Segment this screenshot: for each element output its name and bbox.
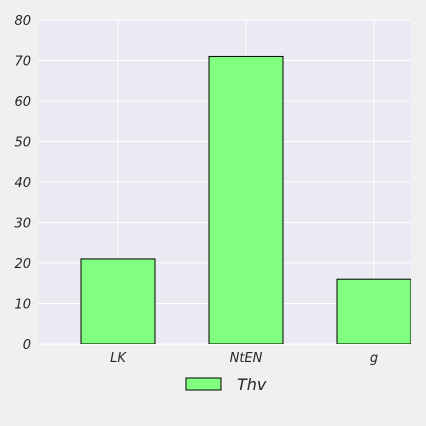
y-tick-label: 10 [14, 298, 31, 313]
y-tick-label: 30 [14, 217, 31, 232]
x-tick-label: g [370, 351, 378, 366]
x-axis-ticks: LK NtEN g [110, 351, 378, 366]
legend-label: Thv [237, 375, 267, 394]
legend: Thv [185, 375, 267, 394]
y-tick-label: 80 [14, 14, 31, 29]
y-tick-label: 20 [14, 257, 31, 272]
y-tick-label: 50 [14, 136, 31, 151]
bar-NtEN [208, 55, 284, 344]
x-tick-label: LK [110, 351, 127, 366]
y-tick-label: 0 [23, 338, 31, 353]
bar-g [336, 278, 411, 344]
bars [80, 55, 411, 344]
legend-swatch [185, 377, 222, 391]
y-tick-label: 40 [14, 176, 31, 191]
y-tick-label: 60 [14, 95, 31, 110]
x-tick-label: NtEN [230, 351, 263, 366]
y-tick-label: 70 [14, 55, 31, 70]
y-axis-ticks: 0 10 20 30 40 50 60 70 80 [14, 14, 31, 353]
bar-LK [80, 258, 156, 344]
